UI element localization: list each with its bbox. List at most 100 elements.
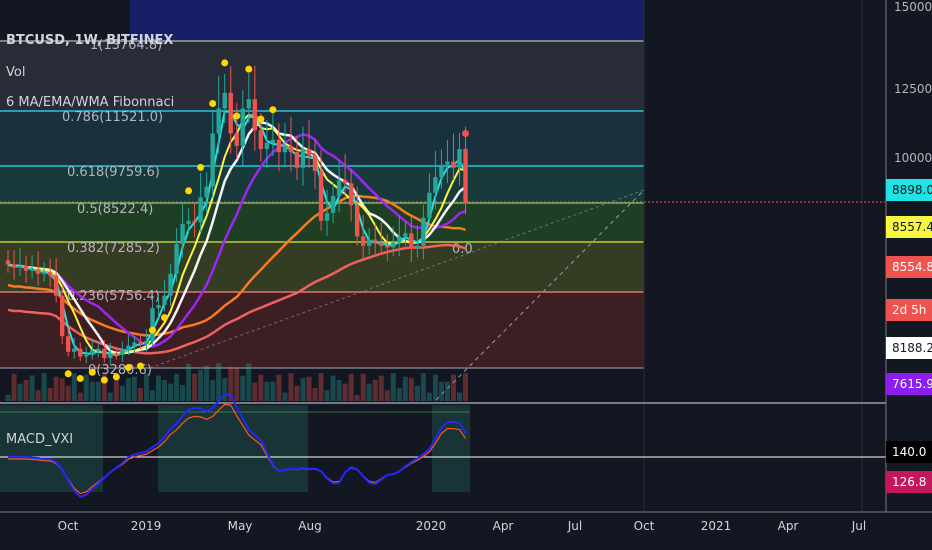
price-label: 8188.2 xyxy=(892,341,932,355)
volume-bar xyxy=(252,382,258,401)
x-tick-oct: Oct xyxy=(58,519,79,533)
volume-bar xyxy=(246,363,252,401)
candle-body xyxy=(288,145,294,153)
candle-body xyxy=(258,130,264,150)
volume-bar xyxy=(41,373,47,401)
volume-bar xyxy=(390,373,396,401)
candle-body xyxy=(144,340,149,345)
volume-bar xyxy=(457,392,462,401)
volume-bar xyxy=(198,369,204,401)
macd-label: 126.8 xyxy=(892,475,926,489)
macd-zone-3 xyxy=(432,405,470,492)
fib-labels: 1(13764.8) 0.786(11521.0) 0.618(9759.6) … xyxy=(62,38,473,378)
volume-bar xyxy=(174,373,180,401)
volume-bar xyxy=(216,363,222,401)
x-tick-2019: 2019 xyxy=(131,519,162,533)
candle-body xyxy=(385,245,390,248)
candle-body xyxy=(463,149,468,204)
price-label-bg xyxy=(886,256,932,278)
candle-body xyxy=(96,348,101,351)
trend-line-lower xyxy=(435,189,645,401)
candle-body xyxy=(186,220,191,224)
candle-body xyxy=(415,245,420,249)
signal-dot xyxy=(88,368,96,376)
candle-body xyxy=(367,239,372,246)
signal-dot xyxy=(257,115,265,123)
chart-header: BTCUSD, 1W, BITFINEX Vol 6 MA/EMA/WMA Fi… xyxy=(6,33,174,447)
volume-bar xyxy=(276,374,282,401)
x-tick-aug: Aug xyxy=(298,519,321,533)
x-tick-apr-2: Apr xyxy=(778,519,799,533)
fib-zone-1 xyxy=(0,41,644,111)
volume-bar xyxy=(444,381,450,401)
volume-bar xyxy=(29,375,35,401)
candle-body xyxy=(336,180,342,196)
volume-bar xyxy=(372,379,378,401)
candle-body xyxy=(162,295,167,306)
fib-zone-2 xyxy=(0,111,644,166)
candle-body xyxy=(324,213,330,221)
volume-bar xyxy=(396,388,402,401)
candle-body xyxy=(433,177,438,193)
fib-zone-top xyxy=(130,0,644,41)
candle-body xyxy=(391,242,396,248)
macd-label: 140.0 xyxy=(892,445,926,459)
candle-body xyxy=(108,353,113,359)
signal-dot xyxy=(161,314,169,322)
candle-body xyxy=(156,305,161,309)
volume-bar xyxy=(192,373,198,401)
fib-label-0382: 0.382(7285.2) xyxy=(67,241,160,256)
macd-value-labels: 140.0 126.8 xyxy=(886,441,932,493)
signal-dot-last xyxy=(462,129,470,137)
signal-dot xyxy=(124,364,132,372)
price-label-bg xyxy=(886,373,932,395)
candle-body xyxy=(23,266,29,271)
x-tick-oct-2: Oct xyxy=(634,519,655,533)
price-label: 8554.8 xyxy=(892,260,932,274)
candle-body xyxy=(246,99,251,109)
volume-bar xyxy=(162,379,168,401)
candle-body xyxy=(379,242,384,246)
signal-dot xyxy=(245,65,253,73)
macd-pane xyxy=(0,393,886,498)
candle-body xyxy=(330,195,336,214)
volume-bar xyxy=(143,373,149,401)
volume-bar xyxy=(432,374,438,401)
candle-body xyxy=(427,192,432,218)
price-axis[interactable]: 15000.0 12500.0 10000.0 8898.0 8557.4 8554… xyxy=(885,0,932,512)
time-axis[interactable]: Oct 2019 May Aug 2020 Apr Jul Oct 2021 A… xyxy=(0,511,932,533)
volume-bar xyxy=(131,376,137,401)
volume-bar xyxy=(294,385,300,401)
fib-zone-6 xyxy=(0,292,644,368)
y-tick-15000: 15000.0 xyxy=(894,0,932,14)
volume-bar xyxy=(312,387,318,401)
candle-body xyxy=(457,149,462,168)
candle-body xyxy=(276,139,282,153)
volume-bar xyxy=(83,374,89,401)
volume-bar xyxy=(65,385,71,401)
volume-bar xyxy=(59,378,65,401)
candle-body xyxy=(90,350,95,355)
candle-body xyxy=(306,149,312,156)
fib-label-1: 1(13764.8) xyxy=(90,38,162,53)
volume-bar xyxy=(107,392,113,401)
volume-bar xyxy=(53,376,59,401)
candle-body xyxy=(270,139,276,143)
x-tick-apr: Apr xyxy=(493,519,514,533)
candle-body xyxy=(312,155,318,171)
candle-body xyxy=(228,92,233,134)
candle-body xyxy=(72,348,77,352)
candle-body xyxy=(126,345,131,351)
macd-zone-2 xyxy=(158,405,308,492)
volume-bars xyxy=(5,363,469,401)
candle-body xyxy=(198,197,203,223)
volume-bar xyxy=(426,392,432,401)
candle-body xyxy=(403,233,408,237)
fib-label-0786: 0.786(11521.0) xyxy=(62,110,163,125)
volume-bar xyxy=(113,373,119,401)
ma-white-line xyxy=(7,121,467,355)
volume-bar xyxy=(228,366,234,401)
volume-bar xyxy=(47,387,53,401)
candle-body xyxy=(59,295,65,337)
